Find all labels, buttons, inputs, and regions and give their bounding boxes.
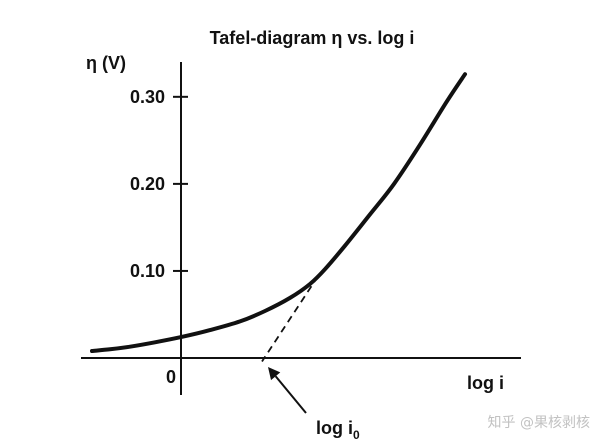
tafel-curve (90, 72, 467, 353)
annotation-label-text: log i (316, 418, 353, 438)
x-tick-label: 0 (166, 367, 176, 387)
x-axis-label: log i (467, 373, 504, 393)
y-tick-label: 0.20 (130, 174, 165, 194)
annotation-arrow-head (268, 367, 281, 381)
tafel-extrapolation-line (261, 275, 319, 362)
annotation-arrow-line (274, 375, 307, 414)
watermark: 知乎 @果核剥核 (488, 414, 590, 431)
y-axis-label: η (V) (86, 53, 126, 73)
y-tick-label: 0.10 (130, 261, 165, 281)
y-tick-label: 0.30 (130, 87, 165, 107)
annotation-label: log i0 (316, 418, 360, 442)
chart-title: Tafel-diagram η vs. log i (210, 28, 415, 48)
annotation-label-subscript: 0 (353, 428, 360, 442)
